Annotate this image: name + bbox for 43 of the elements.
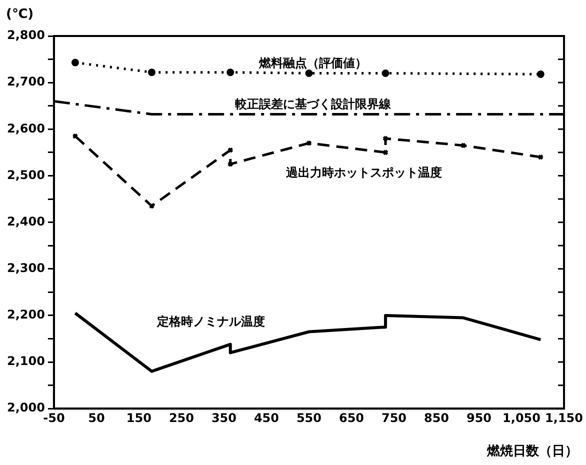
point [382,149,389,156]
x-tick-label: 1,050 [502,410,540,425]
point [72,133,78,140]
y-tick-label: 2,000 [6,400,45,415]
point [227,161,234,168]
series-label: 較正誤差に基づく設計限界線 [234,97,392,112]
series-label: 定格時ノミナル温度 [156,314,266,329]
y-tick-label: 2,500 [6,168,45,182]
y-tick-label: 2,800 [6,28,45,42]
point [306,140,312,146]
x-tick-label: 750 [381,410,407,425]
x-tick-label: 450 [254,410,280,425]
y-axis-title: (℃) [6,6,34,22]
point [227,147,234,154]
x-tick-label: 150 [126,410,152,425]
y-tick-label: 2,100 [6,354,45,368]
point [536,70,544,78]
x-tick-label: 50 [88,410,105,425]
x-axis-title: 燃焼日数（日） [486,444,578,459]
point [460,142,466,148]
x-tick-label: -50 [43,410,65,425]
point [148,68,156,76]
series-label: 燃料融点（評価値） [258,56,368,70]
y-tick-label: 2,200 [6,308,45,322]
x-tick-label: 550 [296,410,322,425]
point [538,154,544,160]
point [226,68,234,76]
point [71,58,79,66]
point [382,70,390,78]
x-tick-label: 950 [466,410,492,425]
x-tick-label: 250 [168,410,194,425]
x-tick-label: 650 [338,410,364,425]
point [382,135,389,142]
series-label: 過出力時ホットスポット温度 [285,166,442,180]
y-tick-label: 2,600 [6,121,45,136]
point [148,202,155,210]
x-tick-label: 350 [211,410,237,425]
y-tick-label: 2,400 [6,214,45,228]
y-tick-label: 2,700 [6,74,45,89]
y-tick-label: 2,300 [6,261,45,275]
x-tick-label: 850 [424,410,450,425]
x-tick-label: 1,150 [545,410,584,425]
point [305,70,313,78]
